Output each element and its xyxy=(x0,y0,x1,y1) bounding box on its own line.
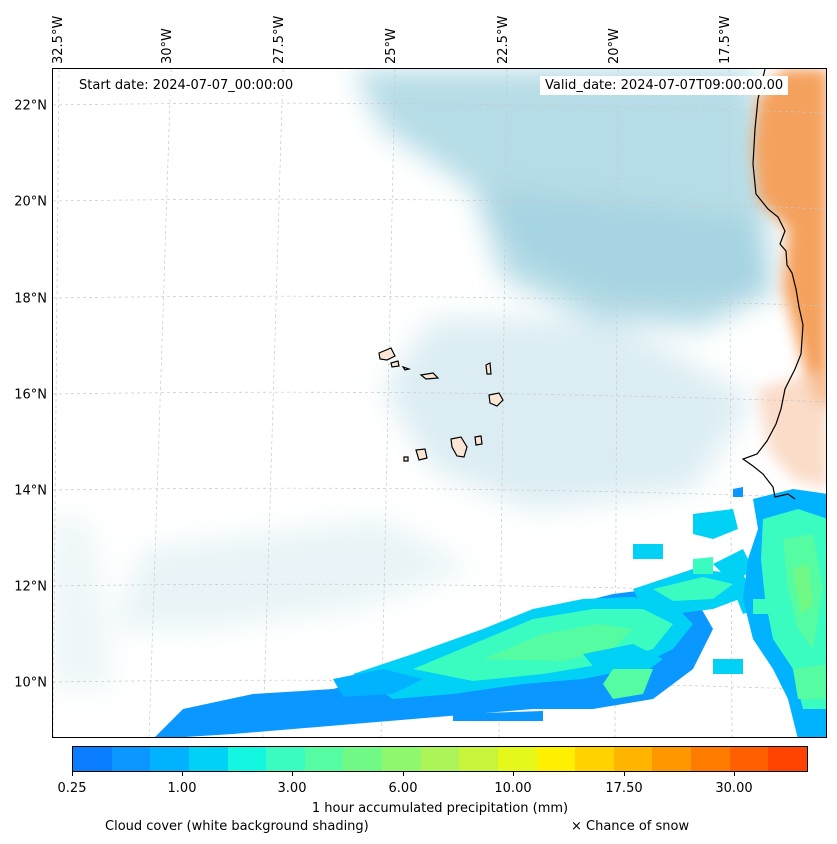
land-shading-layer xyxy=(753,69,826,489)
colorbar-swatch xyxy=(729,747,769,771)
africa-coastline xyxy=(741,69,804,500)
colorbar-swatch xyxy=(575,747,614,771)
colorbar-title: 1 hour accumulated precipitation (mm) xyxy=(311,801,569,816)
colorbar-swatch xyxy=(150,747,189,771)
lon-label-30w: 30°W xyxy=(160,28,175,64)
map-svg xyxy=(53,69,826,737)
colorbar-swatch xyxy=(304,747,344,771)
lat-label-14n: 14°N xyxy=(14,483,47,499)
colorbar-swatch xyxy=(266,747,305,771)
colorbar-swatch xyxy=(691,747,730,771)
colorbar-swatch xyxy=(459,747,498,771)
colorbar-tickmark xyxy=(403,772,404,776)
cape-verde-islands xyxy=(378,347,504,462)
colorbar-swatch xyxy=(343,747,382,771)
map-panel xyxy=(52,68,827,738)
lat-label-18n: 18°N xyxy=(14,291,47,307)
colorbar-swatch xyxy=(227,747,267,771)
lat-label-16n: 16°N xyxy=(14,387,47,403)
colorbar-tickmark xyxy=(72,772,73,776)
colorbar-tickmark xyxy=(624,772,625,776)
lat-label-20n: 20°N xyxy=(14,194,47,210)
precipitation-colorbar xyxy=(72,746,808,772)
lat-label-12n: 12°N xyxy=(14,579,47,595)
colorbar-swatch xyxy=(382,747,421,771)
colorbar-tick-label: 1.00 xyxy=(167,781,197,796)
valid-date-label: Valid_date: 2024-07-07T09:00:00.00 xyxy=(540,76,789,95)
lon-label-25w: 25°W xyxy=(384,28,399,64)
colorbar-tick-label: 10.00 xyxy=(494,781,532,796)
colorbar-tickmark xyxy=(182,772,183,776)
colorbar-tick-label: 6.00 xyxy=(388,781,418,796)
colorbar-swatch xyxy=(73,747,112,771)
colorbar-swatch xyxy=(768,747,807,771)
colorbar-tick-label: 30.00 xyxy=(715,781,753,796)
precipitation-layer xyxy=(155,487,826,737)
lat-label-22n: 22°N xyxy=(14,98,47,114)
colorbar-tickmark xyxy=(734,772,735,776)
colorbar-swatch xyxy=(497,747,537,771)
lon-label-32-5w: 32.5°W xyxy=(51,15,66,64)
snow-legend: × Chance of snow xyxy=(571,819,690,834)
lon-label-20w: 20°W xyxy=(607,28,622,64)
colorbar-tickmark xyxy=(513,772,514,776)
colorbar-swatch xyxy=(536,747,576,771)
cloud-cover-layer xyxy=(53,69,793,689)
colorbar-tick-label: 3.00 xyxy=(277,781,307,796)
colorbar-tick-label: 17.50 xyxy=(605,781,643,796)
cloud-cover-legend: Cloud cover (white background shading) xyxy=(105,819,369,834)
lon-label-17-5w: 17.5°W xyxy=(718,15,733,64)
colorbar-swatch xyxy=(111,747,151,771)
start-date-label: Start date: 2024-07-07_00:00:00 xyxy=(74,76,299,95)
lat-label-10n: 10°N xyxy=(14,675,47,691)
colorbar-swatch xyxy=(613,747,653,771)
lon-label-27-5w: 27.5°W xyxy=(272,15,287,64)
colorbar-swatch xyxy=(652,747,691,771)
colorbar-swatch xyxy=(188,747,228,771)
colorbar-tick-label: 0.25 xyxy=(57,781,87,796)
lon-label-22-5w: 22.5°W xyxy=(496,15,511,64)
colorbar-tickmark xyxy=(292,772,293,776)
colorbar-swatch xyxy=(420,747,460,771)
